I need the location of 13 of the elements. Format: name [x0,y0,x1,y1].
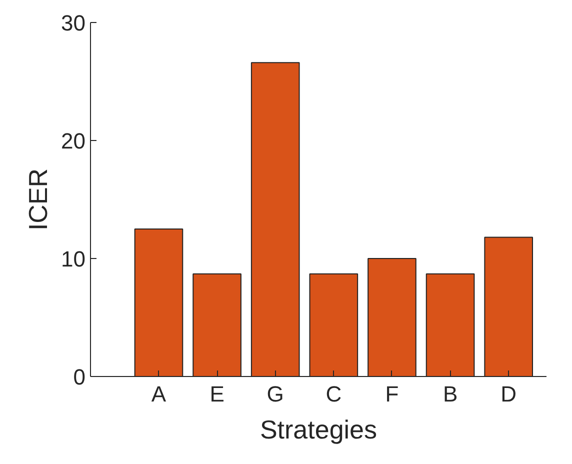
x-tick-label: E [210,382,224,406]
x-tick-label: D [500,382,517,406]
x-tick-label: F [385,382,399,406]
y-tick-label: 20 [61,128,86,154]
y-tick-label: 0 [73,364,86,390]
x-tick-label: C [326,382,342,406]
x-tick-label: B [442,382,458,406]
y-tick-label: 30 [61,10,86,36]
x-tick-label: G [266,382,284,406]
y-tick-label: 10 [61,246,86,272]
x-tick-label: A [151,382,166,406]
y-axis-title: ICER [23,168,54,231]
x-axis-title: Strategies [260,414,378,444]
